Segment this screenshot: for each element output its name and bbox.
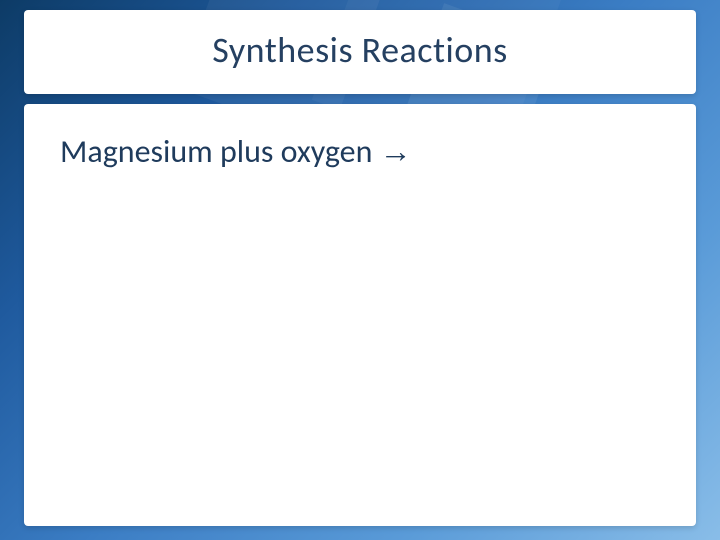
title-panel: Synthesis Reactions — [24, 10, 696, 94]
slide-container: Synthesis Reactions Magnesium plus oxyge… — [0, 0, 720, 540]
body-line: Magnesium plus oxygen → — [60, 132, 660, 171]
body-text-content: Magnesium plus oxygen — [60, 132, 380, 171]
body-panel: Magnesium plus oxygen → — [24, 104, 696, 526]
slide-title: Synthesis Reactions — [24, 28, 696, 72]
arrow-icon: → — [380, 133, 412, 169]
